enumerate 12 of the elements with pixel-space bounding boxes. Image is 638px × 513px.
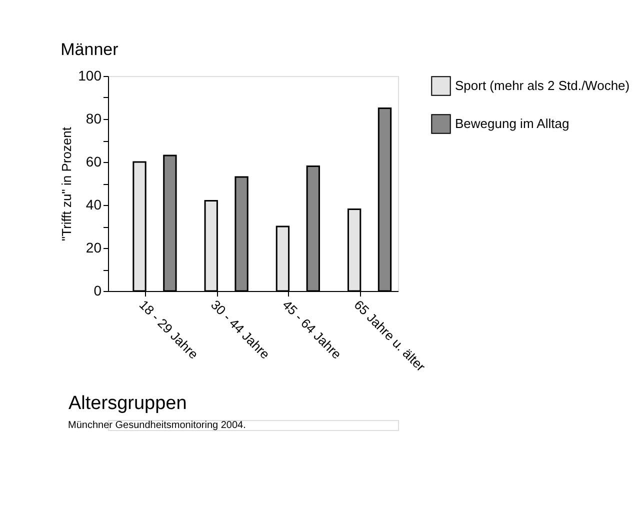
y-axis-title: "Trifft zu" in Prozent <box>59 126 74 241</box>
x-axis-title: Altersgruppen <box>68 393 187 414</box>
y-tick-label: 80 <box>86 110 102 126</box>
y-tick-label: 0 <box>94 282 102 298</box>
y-tick-label: 40 <box>86 196 102 212</box>
y-tick-label: 100 <box>78 68 102 84</box>
legend-label: Sport (mehr als 2 Std./Woche) <box>455 78 630 93</box>
text: Münchner Gesundheitsmonitoring 2004. <box>68 420 246 431</box>
legend-label: Bewegung im Alltag <box>455 116 570 131</box>
chart-title: Männer <box>60 40 119 59</box>
y-tick-label: 60 <box>86 154 102 170</box>
y-tick-label: 20 <box>86 240 102 256</box>
